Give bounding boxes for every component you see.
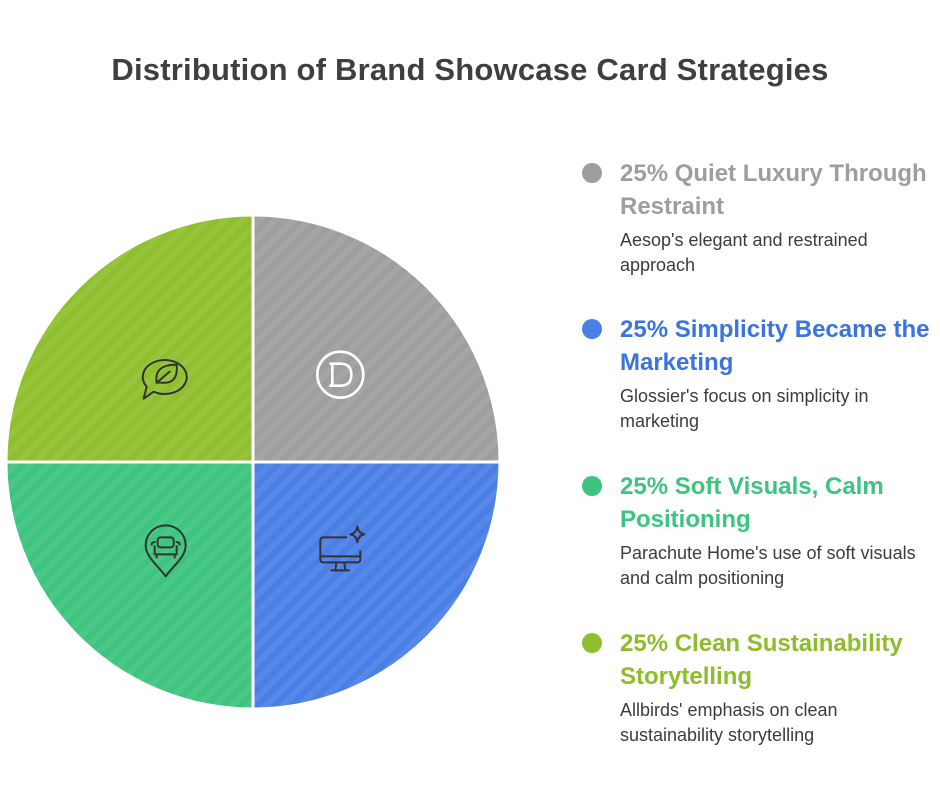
legend-title: 25% Clean Sustainability Storytelling	[620, 627, 934, 693]
legend-label: Simplicity Became the Marketing	[620, 316, 930, 376]
legend-title: 25% Soft Visuals, Calm Positioning	[620, 470, 934, 536]
legend-item: 25% Clean Sustainability Storytelling All…	[582, 627, 934, 748]
legend-item: 25% Quiet Luxury Through Restraint Aesop'…	[582, 157, 934, 278]
legend-title: 25% Quiet Luxury Through Restraint	[620, 157, 934, 223]
pie-slice-texture	[253, 215, 500, 462]
sofa-pin-icon	[144, 524, 187, 578]
legend-description: Aesop's elegant and restrained approach	[620, 230, 868, 275]
pie-slice-texture	[6, 215, 253, 462]
monitor-sparkle-icon	[319, 525, 366, 572]
legend-dot	[582, 633, 602, 653]
legend-item: 25% Soft Visuals, Calm Positioning Parach…	[582, 470, 934, 591]
pie-slice-texture	[253, 462, 500, 709]
legend-dot	[582, 163, 602, 183]
legend-description: Allbirds' emphasis on clean sustainabili…	[620, 700, 838, 745]
legend-description: Parachute Home's use of soft visuals and…	[620, 543, 916, 588]
legend-label: Quiet Luxury Through Restraint	[620, 160, 927, 220]
brand-d-icon	[316, 350, 365, 399]
pie-slice-texture	[6, 462, 253, 709]
legend-percent: 25%	[620, 473, 669, 500]
chart-title: Distribution of Brand Showcase Card Stra…	[111, 52, 829, 87]
legend-percent: 25%	[620, 630, 669, 657]
legend-percent: 25%	[620, 160, 669, 187]
legend-dot	[582, 476, 602, 496]
legend-label: Clean Sustainability Storytelling	[620, 630, 903, 690]
legend-description: Glossier's focus on simplicity in market…	[620, 386, 869, 431]
leaf-chat-icon	[141, 359, 188, 400]
legend-title: 25% Simplicity Became the Marketing	[620, 313, 934, 379]
legend-label: Soft Visuals, Calm Positioning	[620, 473, 884, 533]
legend-percent: 25%	[620, 316, 669, 343]
legend-item: 25% Simplicity Became the Marketing Gloss…	[582, 313, 934, 434]
legend-dot	[582, 319, 602, 339]
